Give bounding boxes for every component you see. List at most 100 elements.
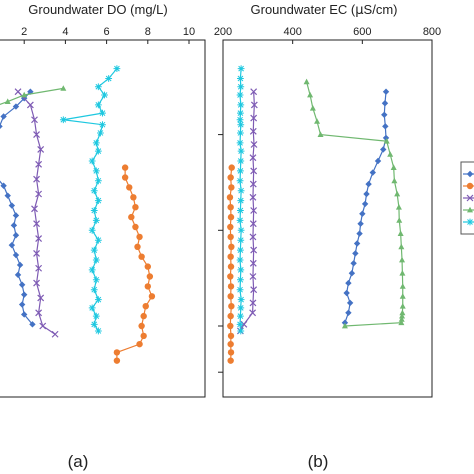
data-point <box>136 233 143 241</box>
data-point <box>33 279 40 287</box>
data-point <box>0 123 3 130</box>
data-point <box>142 303 149 310</box>
data-point <box>94 197 102 204</box>
data-point <box>237 187 245 195</box>
data-point <box>92 312 100 320</box>
data-point <box>227 263 235 270</box>
data-point <box>92 139 100 147</box>
data-point <box>227 283 235 290</box>
data-point <box>88 304 96 312</box>
data-point <box>228 164 235 171</box>
data-point <box>398 243 405 250</box>
data-point <box>250 246 258 254</box>
data-point <box>236 91 244 99</box>
data-point <box>31 116 38 124</box>
data-point <box>21 291 28 298</box>
series-asterisk <box>236 65 245 335</box>
data-point <box>361 200 369 208</box>
data-point <box>250 88 258 96</box>
data-point <box>363 190 370 198</box>
data-point <box>387 151 394 157</box>
data-point <box>0 113 7 120</box>
x-tick-label: 2 <box>21 26 27 38</box>
legend-items <box>463 170 474 226</box>
data-point <box>21 311 28 318</box>
data-point <box>92 276 100 284</box>
data-point <box>12 212 20 219</box>
data-point <box>341 319 349 326</box>
series-line <box>344 91 387 323</box>
data-point <box>237 236 245 244</box>
data-point <box>236 139 244 147</box>
data-point <box>94 83 102 91</box>
data-point <box>113 349 121 356</box>
data-point <box>99 121 106 129</box>
data-point <box>227 213 235 221</box>
series-circle <box>226 164 235 364</box>
data-point <box>90 286 98 294</box>
data-point <box>398 319 405 326</box>
data-point <box>359 210 366 217</box>
panel-b-series <box>226 65 406 364</box>
data-point <box>345 279 352 287</box>
data-point <box>356 230 363 237</box>
data-point <box>381 100 389 107</box>
data-point <box>227 312 234 320</box>
data-point <box>33 249 40 257</box>
data-point <box>121 174 129 181</box>
data-point <box>307 91 314 98</box>
data-point <box>348 270 356 277</box>
data-point <box>353 240 361 247</box>
data-point <box>134 243 141 250</box>
data-point <box>237 226 245 234</box>
data-point <box>105 75 113 82</box>
data-point <box>4 98 11 104</box>
data-point <box>88 266 96 274</box>
data-point <box>309 105 316 111</box>
panel-a-title: Groundwater DO (mg/L) <box>28 2 167 17</box>
panel-b-x-ticks: 200 400 600 800 <box>214 26 441 44</box>
data-point <box>237 327 245 335</box>
data-point <box>236 320 244 328</box>
data-point <box>227 357 234 364</box>
x-tick-label: 4 <box>62 26 68 38</box>
data-point <box>113 357 121 364</box>
data-point <box>249 273 257 280</box>
data-point <box>92 217 100 224</box>
panel-b-title-suffix: S/cm) <box>364 2 398 17</box>
data-point <box>35 190 43 198</box>
data-point <box>99 109 106 117</box>
data-point <box>14 88 22 96</box>
data-point <box>237 207 244 214</box>
panel-a-label: (a) <box>68 452 89 471</box>
data-point <box>399 309 406 316</box>
series-line <box>0 91 33 325</box>
data-point <box>249 154 257 162</box>
series-line <box>239 91 255 332</box>
data-point <box>249 299 257 307</box>
data-point <box>39 322 47 330</box>
data-point <box>35 160 43 168</box>
data-point <box>0 182 7 189</box>
data-point <box>121 164 129 171</box>
data-point <box>35 309 43 317</box>
data-point <box>4 192 11 199</box>
series-line <box>0 87 64 105</box>
data-point <box>92 167 100 175</box>
data-point <box>237 75 244 82</box>
data-point <box>35 264 43 272</box>
data-point <box>140 312 147 320</box>
data-point <box>94 236 102 244</box>
data-point <box>94 327 102 335</box>
data-point <box>250 167 258 175</box>
data-point <box>227 340 234 348</box>
data-point <box>399 256 406 263</box>
data-point <box>227 233 234 241</box>
data-point <box>148 293 156 300</box>
data-point <box>12 232 20 239</box>
data-point <box>237 65 245 72</box>
data-point <box>250 207 258 214</box>
panel-a-do: Groundwater DO (mg/L) 2 4 6 8 10 (a) <box>0 2 206 471</box>
data-point <box>237 167 244 175</box>
data-point <box>228 303 235 310</box>
